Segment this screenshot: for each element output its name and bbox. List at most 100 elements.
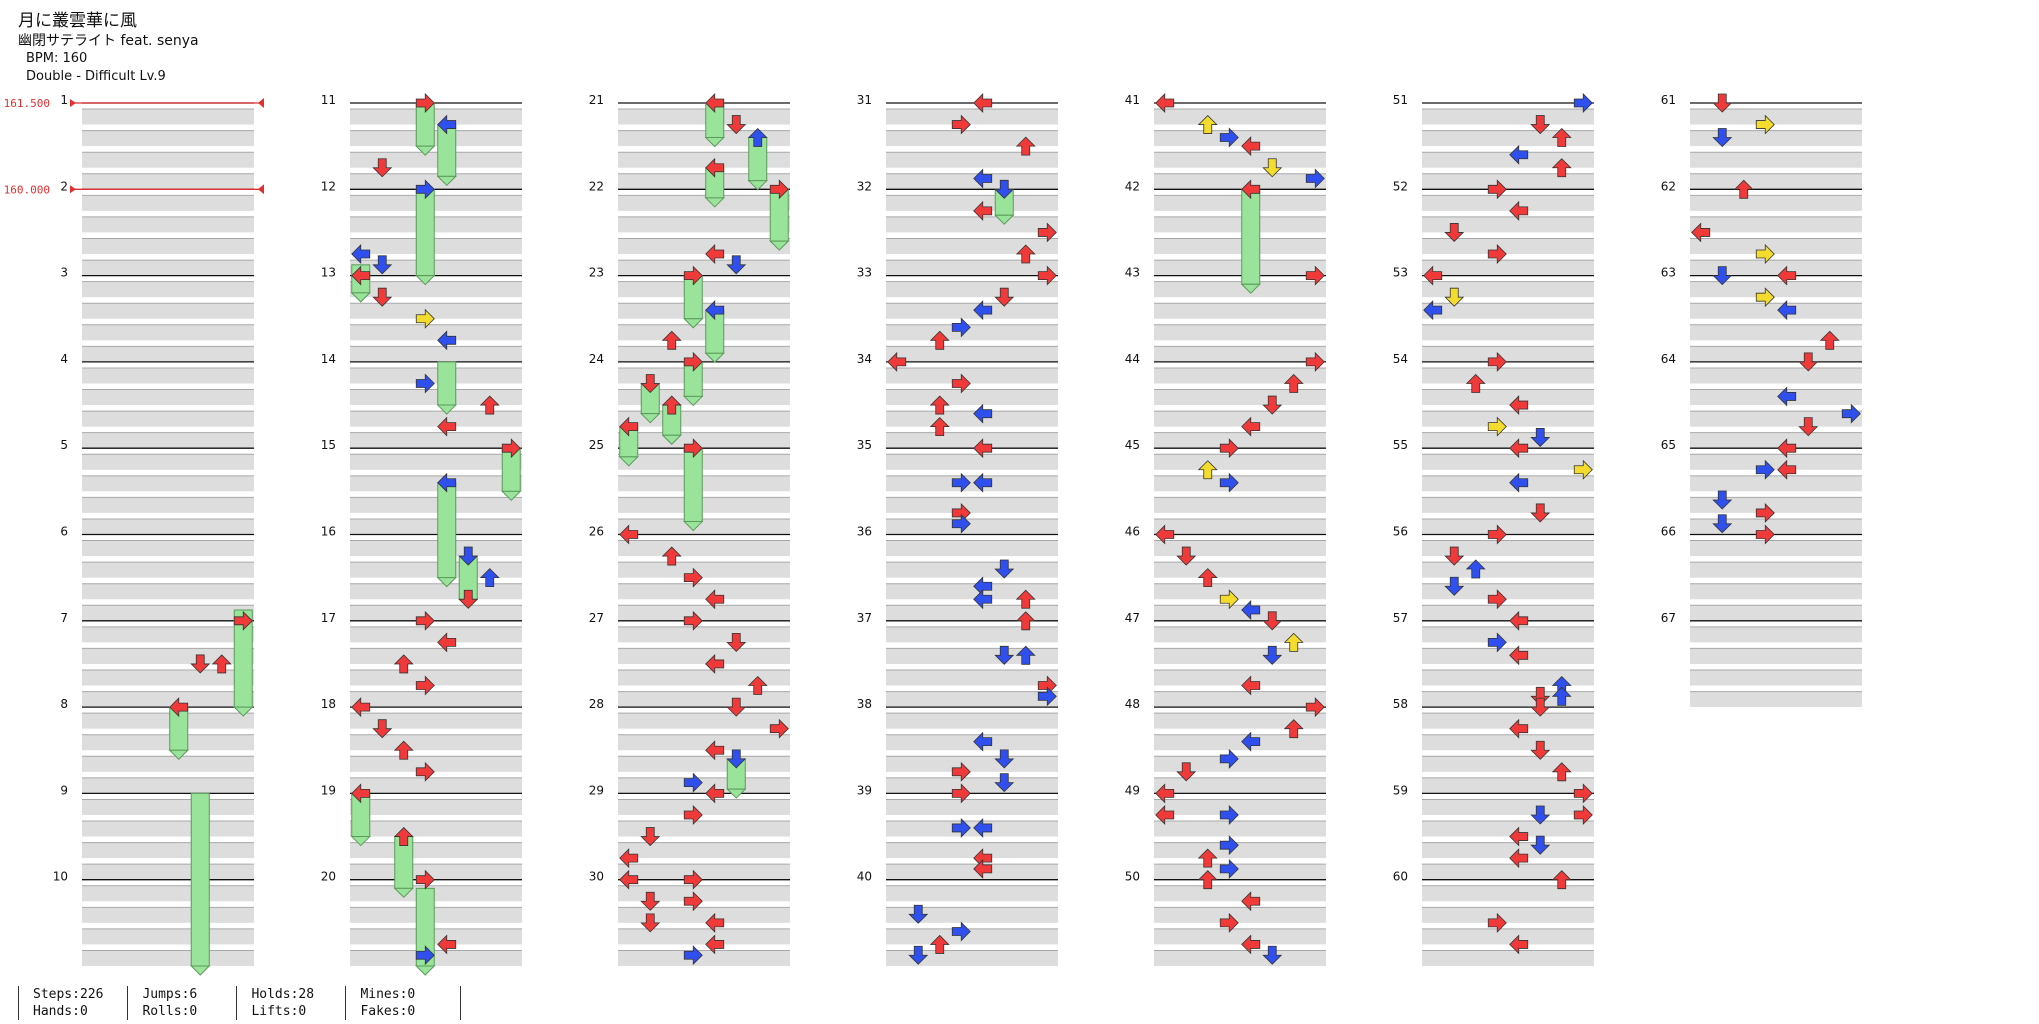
- beat-row-band: [1690, 173, 1862, 190]
- beat-row-band: [82, 109, 254, 125]
- beat-row-band: [1422, 691, 1594, 708]
- beat-row-band: [350, 864, 522, 880]
- beat-row-band: [886, 734, 1058, 751]
- beat-row-band: [1422, 281, 1594, 298]
- step-arrow: [479, 568, 500, 588]
- beat-row-band: [1154, 195, 1326, 211]
- beat-row-band: [886, 713, 1058, 729]
- step-arrow: [1283, 632, 1304, 652]
- stat-lifts: Lifts:0: [251, 1004, 307, 1019]
- beat-row-band: [1690, 432, 1862, 449]
- beat-row-band: [1154, 928, 1326, 945]
- step-arrow: [1444, 287, 1465, 307]
- step-arrow: [351, 783, 371, 804]
- step-arrow: [973, 403, 993, 424]
- beat-row-band: [1154, 260, 1326, 276]
- hold-tail: [683, 395, 704, 407]
- beat-row-band: [1690, 216, 1862, 233]
- measure-number: 52: [1393, 179, 1408, 193]
- step-arrow: [994, 559, 1015, 579]
- beat-row-band: [1422, 367, 1594, 384]
- beat-row-band: [618, 821, 790, 837]
- step-arrow: [726, 749, 747, 769]
- beat-row-band: [618, 518, 790, 535]
- stat-hands: Hands:0: [33, 1004, 88, 1019]
- step-arrow: [683, 265, 703, 286]
- stat-jumps: Jumps:6: [142, 987, 198, 1002]
- beat-row-band: [618, 950, 790, 966]
- step-arrow: [1241, 136, 1261, 157]
- measure-number: 55: [1393, 438, 1408, 452]
- beat-row-band: [82, 756, 254, 772]
- step-arrow: [415, 373, 435, 394]
- step-arrow: [1015, 645, 1036, 665]
- step-arrow: [973, 93, 993, 113]
- beat-row-band: [82, 497, 254, 513]
- hold-note: [190, 792, 210, 967]
- beat-row-band: [1422, 389, 1594, 406]
- step-arrow: [501, 438, 521, 459]
- step-arrow: [1155, 805, 1175, 825]
- song-header: 月に叢雲華に風 幽閉サテライト feat. senya BPM: 160 Dou…: [18, 10, 199, 86]
- measure-number: 37: [857, 611, 872, 625]
- beat-row-band: [82, 605, 254, 621]
- step-arrow: [1241, 416, 1261, 437]
- hold-tail: [747, 180, 768, 191]
- beat-row-band: [618, 238, 790, 255]
- measure-number: 21: [589, 93, 604, 107]
- step-arrow: [705, 653, 725, 674]
- measure-number: 36: [857, 525, 872, 539]
- beat-row-band: [82, 130, 254, 147]
- step-arrow: [1573, 459, 1593, 480]
- beat-row-band: [1690, 346, 1862, 362]
- beat-row-band: [350, 346, 522, 362]
- measure-number: 40: [857, 870, 872, 884]
- beat-row-band: [618, 562, 790, 578]
- beat-row-band: [1422, 907, 1594, 923]
- beat-row-band: [1422, 669, 1594, 686]
- stat-fakes: Fakes:0: [360, 1004, 416, 1019]
- beat-row-band: [1690, 691, 1862, 708]
- step-arrow: [437, 934, 457, 955]
- beat-row-band: [350, 216, 522, 233]
- step-arrow: [1465, 559, 1486, 579]
- beat-row-band: [350, 303, 522, 319]
- step-arrow: [1283, 719, 1304, 739]
- measure-number: 35: [857, 438, 872, 452]
- beat-row-band: [1154, 885, 1326, 902]
- measure-number: 19: [321, 783, 336, 797]
- step-arrow: [1197, 568, 1218, 588]
- beat-row-band: [350, 605, 522, 621]
- beat-row-band: [82, 842, 254, 859]
- beat-row-band: [886, 669, 1058, 686]
- beat-row-band: [350, 928, 522, 945]
- step-arrow: [951, 317, 971, 338]
- beat-row-band: [1154, 583, 1326, 600]
- beat-row-band: [1690, 605, 1862, 621]
- beat-row-band: [886, 432, 1058, 449]
- measure-number: 22: [589, 179, 604, 193]
- measure-number: 47: [1125, 611, 1140, 625]
- beat-row-band: [886, 562, 1058, 578]
- step-arrow: [994, 287, 1015, 307]
- step-arrow: [1155, 783, 1175, 804]
- step-arrow: [1777, 438, 1797, 459]
- step-arrow: [951, 373, 971, 394]
- beat-row-band: [1690, 454, 1862, 470]
- measure-number: 56: [1393, 525, 1408, 539]
- measure-number: 14: [321, 352, 336, 366]
- hold-tail: [393, 887, 414, 899]
- step-arrow: [372, 287, 393, 307]
- measure-number: 48: [1125, 697, 1140, 711]
- beat-row-band: [350, 281, 522, 298]
- step-arrow: [415, 761, 435, 782]
- hold-tail: [683, 318, 704, 329]
- beat-row-band: [82, 411, 254, 427]
- step-arrow: [683, 567, 703, 588]
- step-arrow: [973, 168, 993, 189]
- stats-group: Mines:0 Fakes:0: [345, 986, 462, 1020]
- step-arrow: [640, 913, 661, 933]
- measure-number: 67: [1661, 611, 1676, 625]
- beat-row-band: [1154, 346, 1326, 362]
- beat-row-band: [350, 669, 522, 686]
